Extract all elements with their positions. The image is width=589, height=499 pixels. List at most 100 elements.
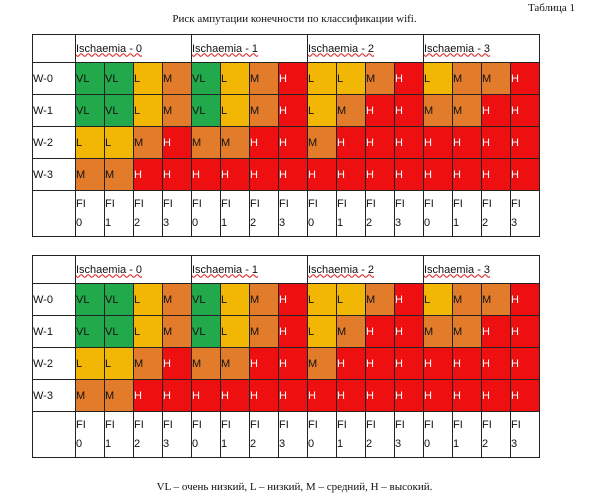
fi-prefix: FI	[482, 197, 492, 210]
risk-cell: H	[365, 315, 395, 348]
corner-cell	[32, 255, 76, 284]
risk-cell: M	[162, 315, 192, 348]
fi-prefix: FI	[424, 418, 434, 431]
risk-cell: H	[481, 158, 511, 191]
ischaemia-group-label: Ischaemia - 2	[308, 42, 375, 55]
ischaemia-group-label: Ischaemia - 3	[424, 42, 491, 55]
fi-prefix: FI	[424, 197, 434, 210]
risk-cell: H	[394, 62, 424, 95]
risk-cell: H	[510, 94, 540, 127]
foot-infection-label: FI 3	[394, 190, 424, 237]
risk-cell: M	[423, 94, 453, 127]
risk-cell: H	[133, 158, 163, 191]
fi-prefix: FI	[482, 418, 492, 431]
fi-prefix: FI	[221, 418, 231, 431]
risk-cell: VL	[191, 94, 221, 127]
fi-grade: 2	[366, 216, 373, 229]
legend-caption: VL – очень низкий, L – низкий, M – средн…	[156, 481, 433, 493]
table-row: W-0 VL VL L M VL L M H L L M H L M M H	[32, 283, 540, 316]
risk-cell: H	[336, 158, 366, 191]
risk-cell: M	[307, 347, 337, 380]
risk-cell: VL	[75, 283, 105, 316]
wound-grade-label: W-1	[32, 315, 76, 348]
fi-grade: 1	[105, 216, 112, 229]
fi-prefix: FI	[250, 418, 260, 431]
risk-cell: H	[278, 379, 308, 412]
foot-infection-label: FI 1	[336, 411, 366, 458]
risk-cell: H	[278, 315, 308, 348]
risk-cell: H	[162, 379, 192, 412]
risk-cell: H	[452, 158, 482, 191]
risk-cell: L	[220, 283, 250, 316]
fi-prefix: FI	[395, 418, 405, 431]
foot-infection-label: FI 0	[307, 411, 337, 458]
risk-cell: H	[423, 126, 453, 159]
fi-prefix: FI	[511, 197, 521, 210]
risk-cell: H	[249, 126, 279, 159]
risk-cell: L	[133, 94, 163, 127]
table-row: W-1 VL VL L M VL L M H L M H H M M H H	[32, 315, 540, 348]
risk-cell: M	[249, 94, 279, 127]
ischaemia-group-label: Ischaemia - 0	[76, 263, 143, 276]
ischaemia-group-header: Ischaemia - 1	[191, 255, 308, 284]
fi-grade: 0	[308, 216, 315, 229]
wound-grade-label: W-2	[32, 347, 76, 380]
risk-cell: H	[394, 379, 424, 412]
fi-prefix: FI	[279, 418, 289, 431]
table-row: W-2 L L M H M M H H M H H H H H H H	[32, 347, 540, 380]
foot-infection-label: FI 2	[481, 411, 511, 458]
fi-grade: 3	[395, 216, 402, 229]
fi-grade: 1	[105, 437, 112, 450]
table-number-label: Таблица 1	[527, 2, 575, 14]
risk-cell: H	[249, 158, 279, 191]
risk-cell: H	[249, 379, 279, 412]
risk-cell: M	[220, 347, 250, 380]
risk-cell: H	[452, 126, 482, 159]
risk-cell: M	[452, 315, 482, 348]
risk-cell: L	[423, 283, 453, 316]
risk-cell: H	[394, 158, 424, 191]
risk-cell: H	[365, 94, 395, 127]
risk-cell: H	[452, 347, 482, 380]
fi-grade: 0	[308, 437, 315, 450]
risk-cell: H	[510, 315, 540, 348]
risk-cell: VL	[104, 315, 134, 348]
fi-grade: 2	[134, 437, 141, 450]
risk-cell: H	[481, 94, 511, 127]
foot-infection-label: FI 1	[336, 190, 366, 237]
wound-grade-label: W-2	[32, 126, 76, 159]
fi-prefix: FI	[221, 197, 231, 210]
fi-prefix: FI	[192, 197, 202, 210]
fi-grade: 1	[337, 437, 344, 450]
fi-grade: 3	[279, 437, 286, 450]
foot-infection-label: FI 3	[162, 190, 192, 237]
risk-cell: H	[220, 379, 250, 412]
ischaemia-group-label: Ischaemia - 3	[424, 263, 491, 276]
foot-infection-label: FI 3	[278, 190, 308, 237]
risk-cell: H	[133, 379, 163, 412]
risk-cell: H	[481, 315, 511, 348]
risk-cell: H	[452, 379, 482, 412]
risk-cell: H	[162, 158, 192, 191]
risk-cell: M	[336, 315, 366, 348]
risk-cell: M	[481, 62, 511, 95]
table-row: W-3 M M H H H H H H H H H H H H H H	[32, 158, 540, 191]
wound-grade-label: W-0	[32, 62, 76, 95]
risk-cell: H	[249, 347, 279, 380]
risk-cell: H	[394, 347, 424, 380]
risk-cell: M	[249, 62, 279, 95]
risk-cell: H	[394, 315, 424, 348]
risk-cell: H	[481, 126, 511, 159]
risk-cell: H	[394, 283, 424, 316]
risk-cell: M	[75, 158, 105, 191]
wound-grade-label: W-1	[32, 94, 76, 127]
fi-grade: 3	[163, 216, 170, 229]
risk-cell: H	[365, 379, 395, 412]
fi-prefix: FI	[163, 197, 173, 210]
risk-cell: VL	[104, 283, 134, 316]
risk-cell: L	[423, 62, 453, 95]
risk-cell: VL	[104, 62, 134, 95]
risk-cell: L	[104, 347, 134, 380]
risk-cell: M	[162, 283, 192, 316]
fi-grade: 2	[250, 437, 257, 450]
